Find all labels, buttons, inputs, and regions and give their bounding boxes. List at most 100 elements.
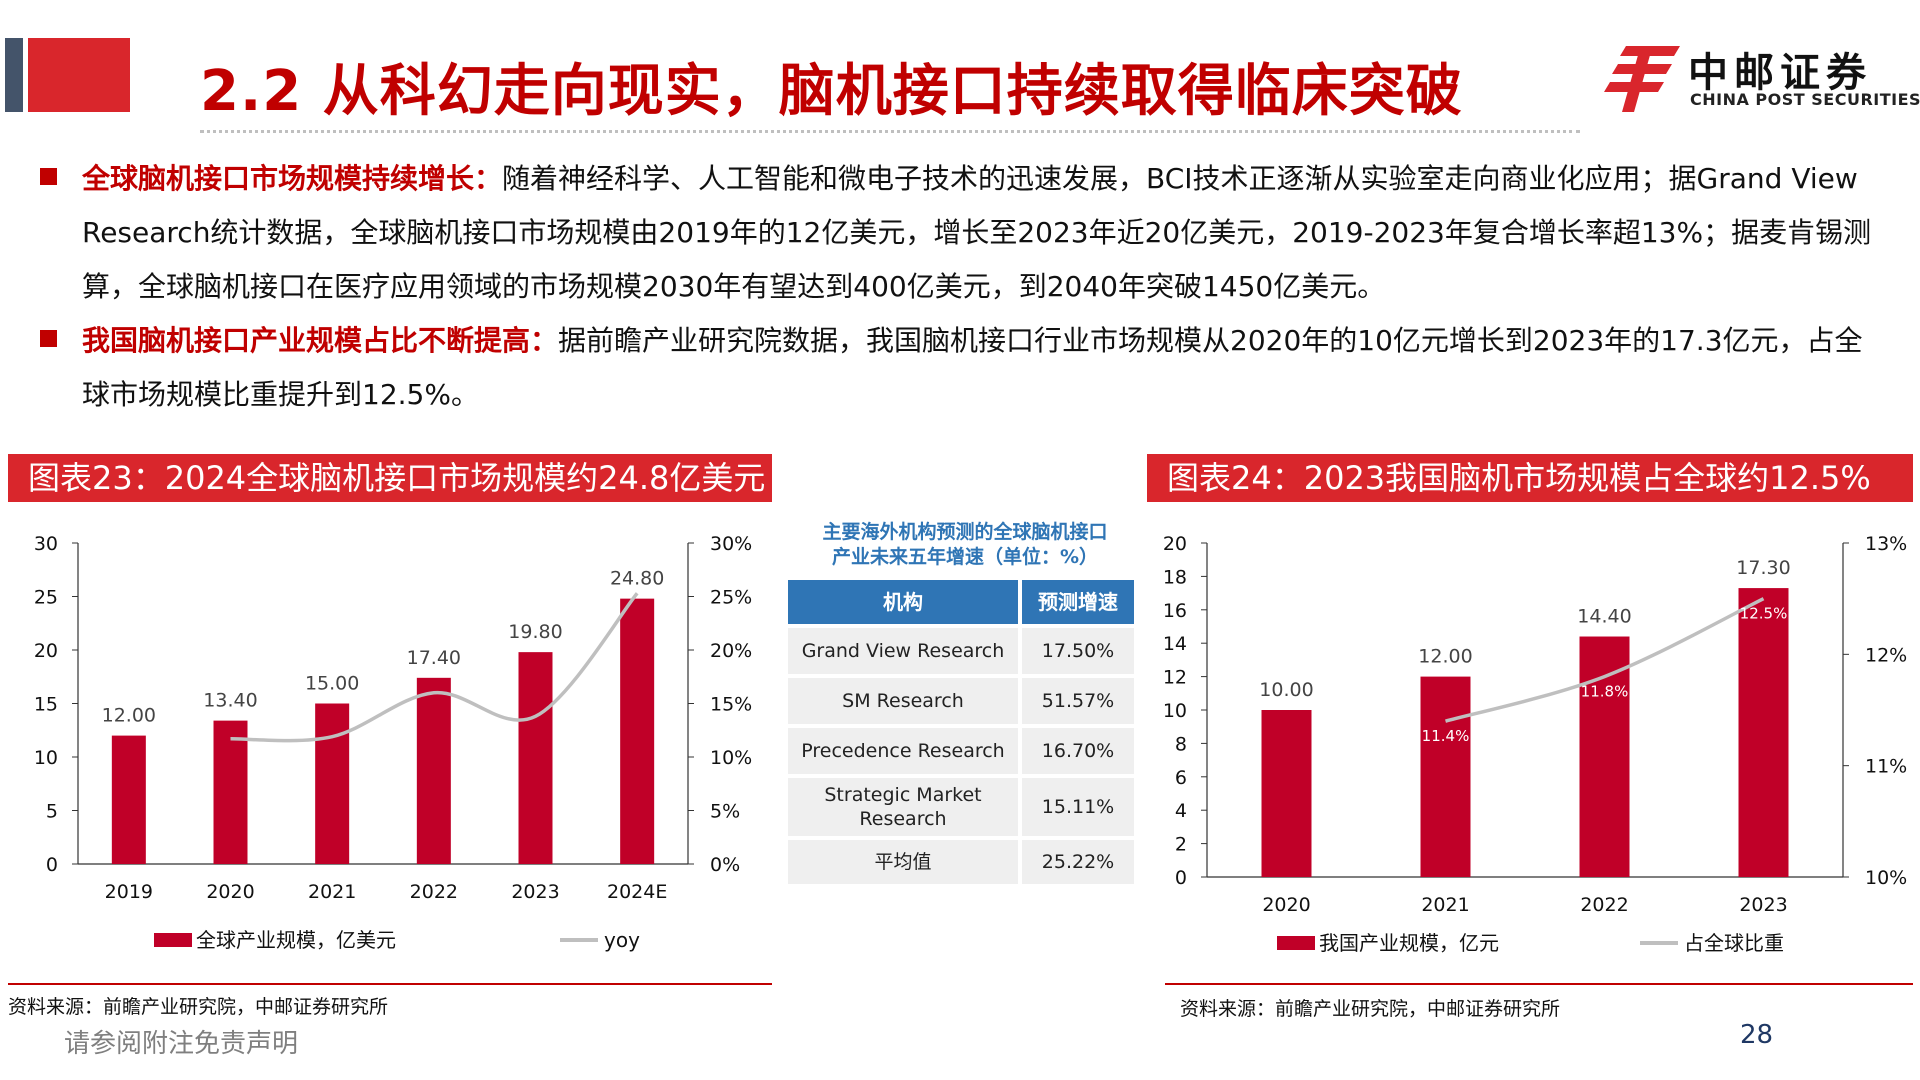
bar-value-label: 14.40 <box>1577 606 1631 628</box>
forecast-table-title-line1: 主要海外机构预测的全球脑机接口 <box>822 521 1108 543</box>
logo-english-text: CHINA POST SECURITIES <box>1690 90 1920 109</box>
logo-chinese-text: 中邮证券 <box>1688 50 1872 96</box>
y-right-tick-label: 15% <box>710 694 752 716</box>
legend-swatch-bar <box>154 933 192 947</box>
table-row: Grand View Research 17.50% <box>788 628 1134 674</box>
y-left-tick-label: 14 <box>1163 633 1187 655</box>
table-header-rate: 预测增速 <box>1022 580 1134 624</box>
legend-label-bar: 我国产业规模，亿元 <box>1319 931 1499 955</box>
line-value-label: 11.8% <box>1581 683 1629 701</box>
legend-label-line: yoy <box>604 928 640 952</box>
y-left-tick-label: 20 <box>34 640 58 662</box>
y-left-tick-label: 12 <box>1163 667 1187 689</box>
company-logo: 中邮证券 CHINA POST SECURITIES <box>1600 40 1920 114</box>
legend-swatch-bar <box>1277 936 1315 950</box>
bar-value-label: 15.00 <box>305 673 359 695</box>
y-left-tick-label: 10 <box>34 747 58 769</box>
header-accent-bar-red <box>28 38 130 112</box>
bullet-china-market: 我国脑机接口产业规模占比不断提高：据前瞻产业研究院数据，我国脑机接口行业市场规模… <box>38 314 1888 422</box>
bar-value-label: 13.40 <box>203 690 257 712</box>
chart-bar <box>416 677 451 864</box>
y-right-tick-label: 0% <box>710 854 740 876</box>
chart-bar <box>315 703 350 864</box>
bullet-square-icon <box>40 330 57 347</box>
bar-value-label: 12.00 <box>102 705 156 727</box>
chart23-bottom-rule <box>8 983 772 985</box>
bar-value-label: 10.00 <box>1259 679 1313 701</box>
forecast-table-title-line2: 产业未来五年增速（单位：%） <box>831 546 1099 568</box>
chart-bar <box>518 652 553 864</box>
bar-value-label: 17.40 <box>407 647 461 669</box>
chart24-china-market: 0 2 4 6 8 10 12 14 16 18 20 10% 11% 12% 13% 10.00 2020 12… <box>1163 533 1907 955</box>
table-cell-rate: 17.50% <box>1022 628 1134 674</box>
series-line <box>1445 597 1765 723</box>
table-cell-rate: 25.22% <box>1022 840 1134 884</box>
chart-bar <box>1261 710 1312 877</box>
bullet-lead: 全球脑机接口市场规模持续增长： <box>82 162 503 195</box>
y-right-tick-label: 30% <box>710 533 752 555</box>
y-left-tick-label: 8 <box>1175 733 1187 755</box>
table-cell-rate: 15.11% <box>1022 778 1134 836</box>
table-row: Strategic Market Research 15.11% <box>788 778 1134 836</box>
x-tick-label: 2022 <box>1580 894 1628 916</box>
x-tick-label: 2024E <box>607 881 667 903</box>
header-accent-bar-dark <box>5 38 23 112</box>
bullet-global-market: 全球脑机接口市场规模持续增长：随着神经科学、人工智能和微电子技术的迅速发展，BC… <box>38 152 1888 314</box>
forecast-table: 机构 预测增速 Grand View Research 17.50% SM Re… <box>788 580 1134 888</box>
y-right-tick-label: 10% <box>710 747 752 769</box>
chart-bar <box>213 720 248 864</box>
table-row: 平均值 25.22% <box>788 840 1134 884</box>
x-tick-label: 2020 <box>206 881 254 903</box>
legend-label-bar: 全球产业规模，亿美元 <box>196 928 396 952</box>
y-left-tick-label: 2 <box>1175 834 1187 856</box>
chart-bar <box>111 735 146 864</box>
x-tick-label: 2023 <box>511 881 559 903</box>
table-cell-org: Precedence Research <box>788 728 1018 774</box>
x-tick-label: 2022 <box>410 881 458 903</box>
y-right-tick-label: 11% <box>1865 756 1907 778</box>
disclaimer-text: 请参阅附注免责声明 <box>64 1029 299 1059</box>
x-tick-label: 2020 <box>1262 894 1310 916</box>
chart-bar <box>1738 588 1789 877</box>
chart24-bottom-rule <box>1165 983 1913 985</box>
x-tick-label: 2023 <box>1739 894 1787 916</box>
table-cell-rate: 51.57% <box>1022 678 1134 724</box>
chart-bar <box>620 598 655 864</box>
y-left-tick-label: 6 <box>1175 767 1187 789</box>
bar-value-label: 19.80 <box>508 621 562 643</box>
line-value-label: 11.4% <box>1422 727 1470 745</box>
y-left-tick-label: 0 <box>1175 867 1187 889</box>
legend-label-line: 占全球比重 <box>1684 931 1784 955</box>
forecast-table-title: 主要海外机构预测的全球脑机接口 产业未来五年增速（单位：%） <box>790 520 1140 570</box>
y-right-tick-label: 13% <box>1865 533 1907 555</box>
table-row: Precedence Research 16.70% <box>788 728 1134 774</box>
table-cell-org: 平均值 <box>788 840 1018 884</box>
summary-bullets: 全球脑机接口市场规模持续增长：随着神经科学、人工智能和微电子技术的迅速发展，BC… <box>38 152 1888 422</box>
page-title: 2.2 从科幻走向现实，脑机接口持续取得临床突破 <box>200 59 1463 124</box>
y-left-tick-label: 0 <box>46 854 58 876</box>
y-left-tick-label: 25 <box>34 587 58 609</box>
table-cell-org: Strategic Market Research <box>788 778 1018 836</box>
chart24-source: 资料来源：前瞻产业研究院，中邮证券研究所 <box>1180 998 1561 1020</box>
table-row: SM Research 51.57% <box>788 678 1134 724</box>
y-left-tick-label: 16 <box>1163 600 1187 622</box>
bar-value-label: 12.00 <box>1418 646 1472 668</box>
y-left-tick-label: 15 <box>34 694 58 716</box>
y-left-tick-label: 20 <box>1163 533 1187 555</box>
chart24-header: 图表24：2023我国脑机市场规模占全球约12.5% <box>1147 454 1913 502</box>
chart23-global-market: 0 5 10 15 20 25 30 0% 5% 10% 15% 20% 25% 30% 12.00 2019… <box>34 533 752 952</box>
y-left-tick-label: 18 <box>1163 566 1187 588</box>
chart-bar <box>1579 636 1630 877</box>
y-right-tick-label: 20% <box>710 640 752 662</box>
y-right-tick-label: 12% <box>1865 644 1907 666</box>
table-cell-org: SM Research <box>788 678 1018 724</box>
line-value-label: 12.5% <box>1740 605 1788 623</box>
series-line <box>230 592 639 743</box>
y-right-tick-label: 25% <box>710 587 752 609</box>
y-right-tick-label: 10% <box>1865 867 1907 889</box>
bullet-lead: 我国脑机接口产业规模占比不断提高： <box>82 324 559 357</box>
bullet-square-icon <box>40 168 57 185</box>
table-header-row: 机构 预测增速 <box>788 580 1134 624</box>
y-right-tick-label: 5% <box>710 801 740 823</box>
table-header-org: 机构 <box>788 580 1018 624</box>
